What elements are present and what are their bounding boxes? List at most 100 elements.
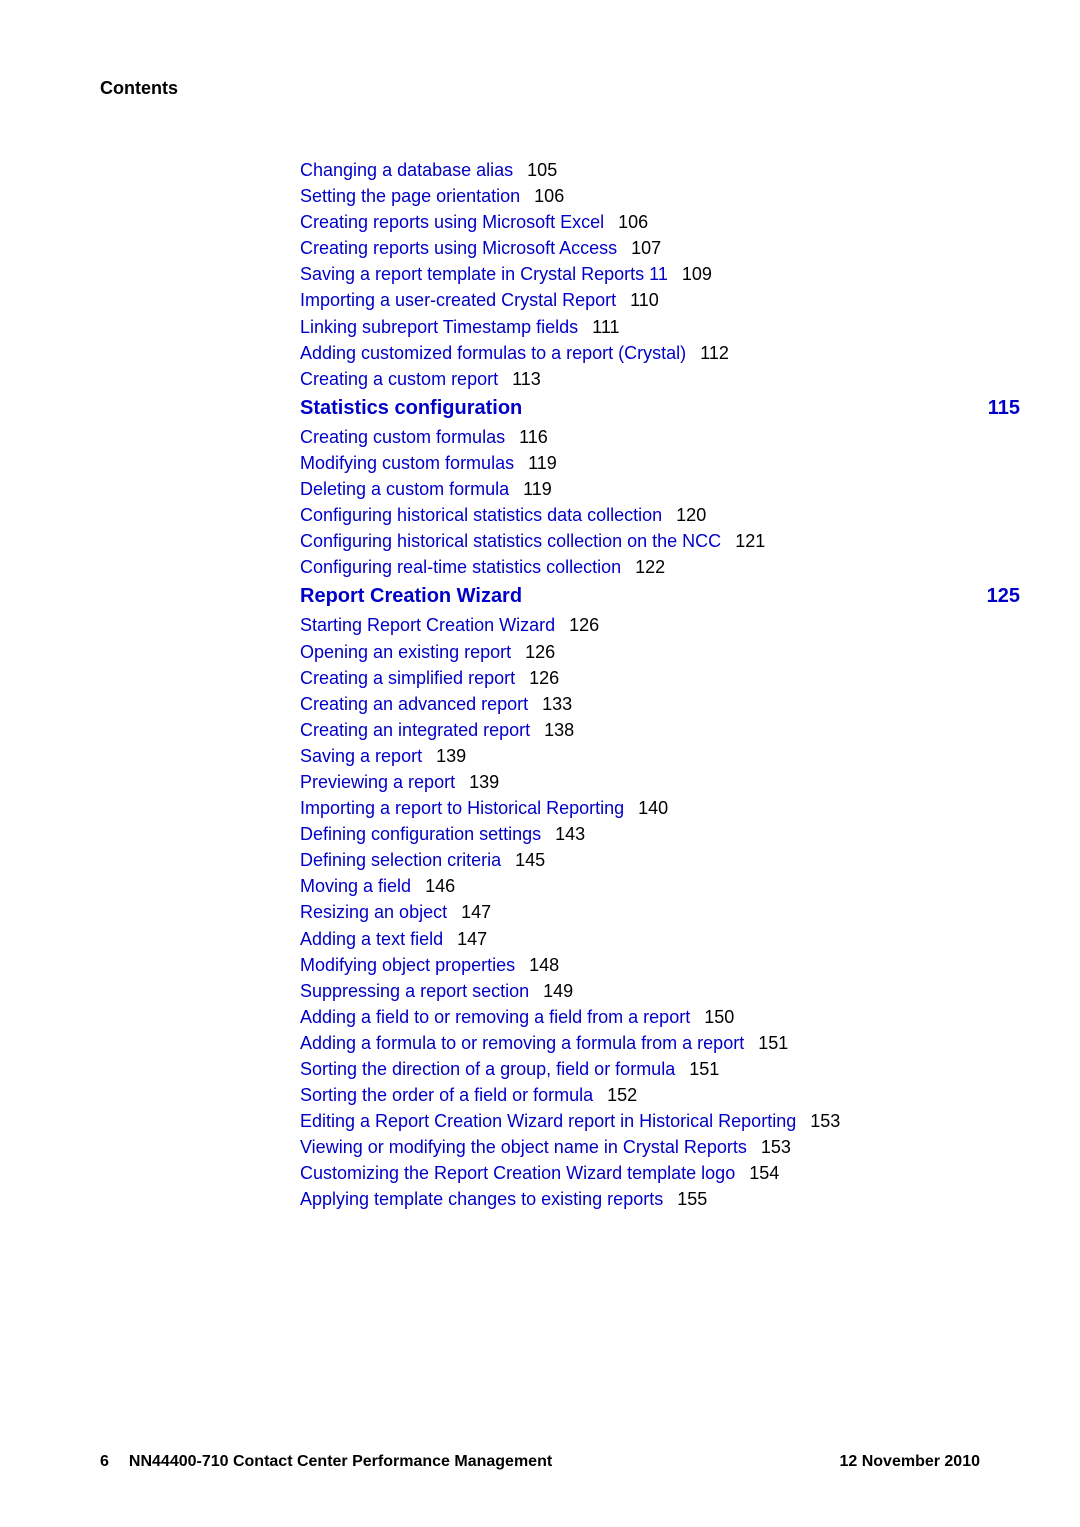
page: Contents Changing a database alias 105 Se… [0,0,1080,1527]
toc-item-text: Adding a text field [300,926,443,952]
toc-item[interactable]: Creating reports using Microsoft Excel10… [300,209,1020,235]
toc-section-title: Report Creation Wizard [300,580,522,612]
toc-item[interactable]: Creating an advanced report 133 [300,691,1020,717]
toc-item[interactable]: Importing a user-created Crystal Report1… [300,287,1020,313]
toc-item[interactable]: Configuring historical statistics data c… [300,502,1020,528]
toc-item[interactable]: Suppressing a report section149 [300,978,1020,1004]
toc-item-text: Adding a formula to or removing a formul… [300,1030,744,1056]
toc-item-page: 122 [635,554,665,580]
toc-item[interactable]: Moving a field146 [300,873,1020,899]
toc-item[interactable]: Creating custom formulas 116 [300,424,1020,450]
toc-section[interactable]: Report Creation Wizard 125 [300,580,1020,612]
toc-item-text: Configuring real-time statistics collect… [300,554,621,580]
toc-item-page: 155 [677,1186,707,1212]
toc-item-page: 126 [569,612,599,638]
toc-item[interactable]: Changing a database alias 105 [300,157,1020,183]
toc-item-text: Creating custom formulas [300,424,505,450]
toc-item[interactable]: Previewing a report 139 [300,769,1020,795]
toc-item[interactable]: Creating an integrated report 138 [300,717,1020,743]
toc-item-text: Moving a field [300,873,411,899]
toc-item-text: Creating a simplified report [300,665,515,691]
toc-item[interactable]: Adding a field to or removing a field fr… [300,1004,1020,1030]
toc-item-page: 139 [436,743,466,769]
toc-item[interactable]: Creating a custom report113 [300,366,1020,392]
toc-item[interactable]: Applying template changes to existing re… [300,1186,1020,1212]
toc-item[interactable]: Modifying custom formulas119 [300,450,1020,476]
toc-item-page: 138 [544,717,574,743]
toc-item-page: 154 [749,1160,779,1186]
toc-item[interactable]: Modifying object properties148 [300,952,1020,978]
toc-item-page: 151 [689,1056,719,1082]
toc-item-page: 107 [631,235,661,261]
toc-item-page: 126 [525,639,555,665]
toc-item-text: Importing a report to Historical Reporti… [300,795,624,821]
toc-item[interactable]: Saving a report 139 [300,743,1020,769]
toc-item-text: Sorting the direction of a group, field … [300,1056,675,1082]
toc-item-text: Saving a report template in Crystal Repo… [300,261,668,287]
toc-item-text: Modifying object properties [300,952,515,978]
toc-item-page: 153 [761,1134,791,1160]
toc-item-text: Setting the page orientation [300,183,520,209]
toc-item-page: 116 [519,424,548,450]
toc-item-page: 119 [523,476,552,502]
toc-item[interactable]: Defining configuration settings143 [300,821,1020,847]
toc-section-page: 125 [987,580,1020,612]
toc-item-page: 147 [457,926,487,952]
toc-item[interactable]: Adding a formula to or removing a formul… [300,1030,1020,1056]
toc-item-text: Resizing an object [300,899,447,925]
toc-item[interactable]: Editing a Report Creation Wizard report … [300,1108,1020,1134]
toc-item-text: Saving a report [300,743,422,769]
toc-item[interactable]: Configuring historical statistics collec… [300,528,1020,554]
toc-item-text: Creating an advanced report [300,691,528,717]
toc-item[interactable]: Configuring real-time statistics collect… [300,554,1020,580]
toc-item[interactable]: Creating reports using Microsoft Access 1… [300,235,1020,261]
toc-item-text: Creating a custom report [300,366,498,392]
toc-item[interactable]: Setting the page orientation 106 [300,183,1020,209]
toc-item-text: Modifying custom formulas [300,450,514,476]
toc-item-page: 145 [515,847,545,873]
toc-item-page: 105 [527,157,557,183]
toc-item-text: Adding a field to or removing a field fr… [300,1004,690,1030]
toc-item-page: 140 [638,795,668,821]
toc-item[interactable]: Opening an existing report126 [300,639,1020,665]
footer-left: 6 NN44400-710 Contact Center Performance… [100,1453,552,1471]
toc-item-text: Defining selection criteria [300,847,501,873]
toc-item[interactable]: Saving a report template in Crystal Repo… [300,261,1020,287]
toc-item-text: Customizing the Report Creation Wizard t… [300,1160,735,1186]
toc-item[interactable]: Adding customized formulas to a report (… [300,340,1020,366]
toc-item[interactable]: Creating a simplified report 126 [300,665,1020,691]
toc-item-text: Starting Report Creation Wizard [300,612,555,638]
toc-item-text: Creating reports using Microsoft Access [300,235,617,261]
toc-item[interactable]: Starting Report Creation Wizard 126 [300,612,1020,638]
toc-item-page: 152 [607,1082,637,1108]
toc-item-page: 126 [529,665,559,691]
toc-item-page: 121 [735,528,765,554]
toc-item-page: 143 [555,821,585,847]
toc-item-text: Suppressing a report section [300,978,529,1004]
toc-section-page: 115 [988,392,1020,424]
toc-item-page: 139 [469,769,499,795]
toc-item[interactable]: Defining selection criteria 145 [300,847,1020,873]
footer-date: 12 November 2010 [839,1453,980,1471]
toc-section[interactable]: Statistics configuration 115 [300,392,1020,424]
toc-item[interactable]: Customizing the Report Creation Wizard t… [300,1160,1020,1186]
toc-item-text: Creating an integrated report [300,717,530,743]
toc-item[interactable]: Resizing an object147 [300,899,1020,925]
toc-item[interactable]: Importing a report to Historical Reporti… [300,795,1020,821]
toc-section-title: Statistics configuration [300,392,522,424]
toc-item[interactable]: Deleting a custom formula119 [300,476,1020,502]
contents-heading: Contents [100,78,980,99]
toc-item[interactable]: Sorting the direction of a group, field … [300,1056,1020,1082]
toc-item-text: Changing a database alias [300,157,513,183]
toc-item[interactable]: Linking subreport Timestamp fields111 [300,314,1020,340]
toc-item-text: Previewing a report [300,769,455,795]
toc-item[interactable]: Viewing or modifying the object name in … [300,1134,1020,1160]
toc-item[interactable]: Sorting the order of a field or formula1… [300,1082,1020,1108]
toc-item-page: 133 [542,691,572,717]
toc-item-text: Creating reports using Microsoft Excel [300,209,604,235]
toc-item-text: Linking subreport Timestamp fields [300,314,578,340]
toc-item[interactable]: Adding a text field 147 [300,926,1020,952]
toc-item-text: Applying template changes to existing re… [300,1186,663,1212]
toc-item-page: 110 [630,287,659,313]
toc-item-page: 106 [534,183,564,209]
